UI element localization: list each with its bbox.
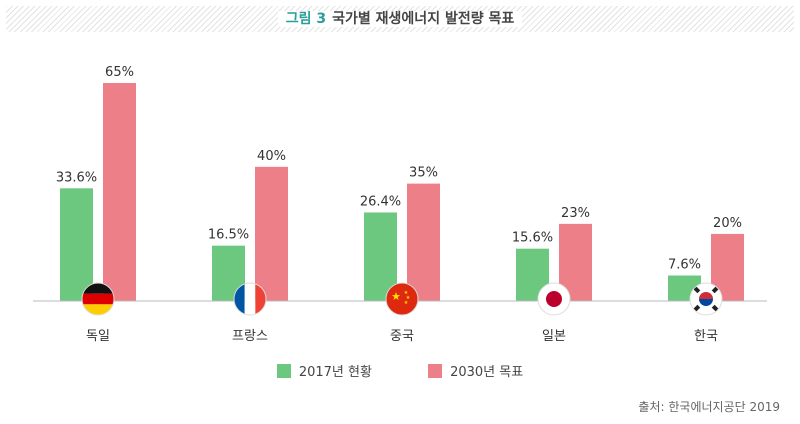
- category-label-1: 프랑스: [232, 329, 268, 344]
- germany-flag-icon: [81, 282, 115, 316]
- legend-swatch-2017: [276, 363, 291, 378]
- source-note: 출처: 한국에너지공단 2019: [638, 400, 780, 414]
- data-label-2017-4: 7.6%: [668, 258, 701, 273]
- category-label-3: 일본: [542, 329, 566, 344]
- bar-2017-0: [60, 188, 93, 301]
- japan-flag-icon: [537, 282, 571, 316]
- legend: 2017년 현황 2030년 목표: [0, 361, 800, 382]
- data-label-2017-3: 15.6%: [512, 231, 553, 246]
- chart-title: 그림 3 국가별 재생에너지 발전량 목표: [0, 0, 800, 38]
- data-label-2030-4: 20%: [713, 216, 742, 231]
- title-text: 국가별 재생에너지 발전량 목표: [332, 11, 515, 27]
- data-label-2017-0: 33.6%: [56, 170, 97, 185]
- legend-item-2030: 2030년 목표: [428, 361, 523, 380]
- data-label-2030-3: 23%: [561, 206, 590, 221]
- data-label-2017-2: 26.4%: [360, 194, 401, 209]
- legend-label-2017: 2017년 현황: [298, 365, 372, 380]
- data-label-2030-1: 40%: [257, 149, 286, 164]
- bar-2017-2: [364, 212, 397, 301]
- svg-text:★: ★: [406, 295, 411, 301]
- svg-text:★: ★: [391, 290, 401, 303]
- category-label-0: 독일: [86, 329, 110, 344]
- china-flag-icon: ★ ★★★: [385, 282, 419, 316]
- legend-swatch-2030: [428, 363, 443, 378]
- data-label-2030-0: 65%: [105, 65, 134, 80]
- bar-2030-0: [103, 83, 136, 301]
- bar-2030-1: [255, 166, 288, 301]
- korea-flag-icon: [689, 282, 723, 316]
- svg-text:★: ★: [404, 300, 409, 306]
- svg-text:★: ★: [404, 290, 409, 296]
- france-flag-icon: [233, 282, 267, 316]
- bar-2030-2: [407, 183, 440, 301]
- category-label-2: 중국: [390, 329, 414, 344]
- legend-label-2030: 2030년 목표: [450, 365, 524, 380]
- data-label-2030-2: 35%: [409, 166, 438, 181]
- data-label-2017-1: 16.5%: [208, 228, 249, 243]
- legend-item-2017: 2017년 현황: [276, 361, 372, 380]
- category-label-4: 한국: [694, 329, 718, 344]
- figure-label: 그림 3: [285, 11, 327, 27]
